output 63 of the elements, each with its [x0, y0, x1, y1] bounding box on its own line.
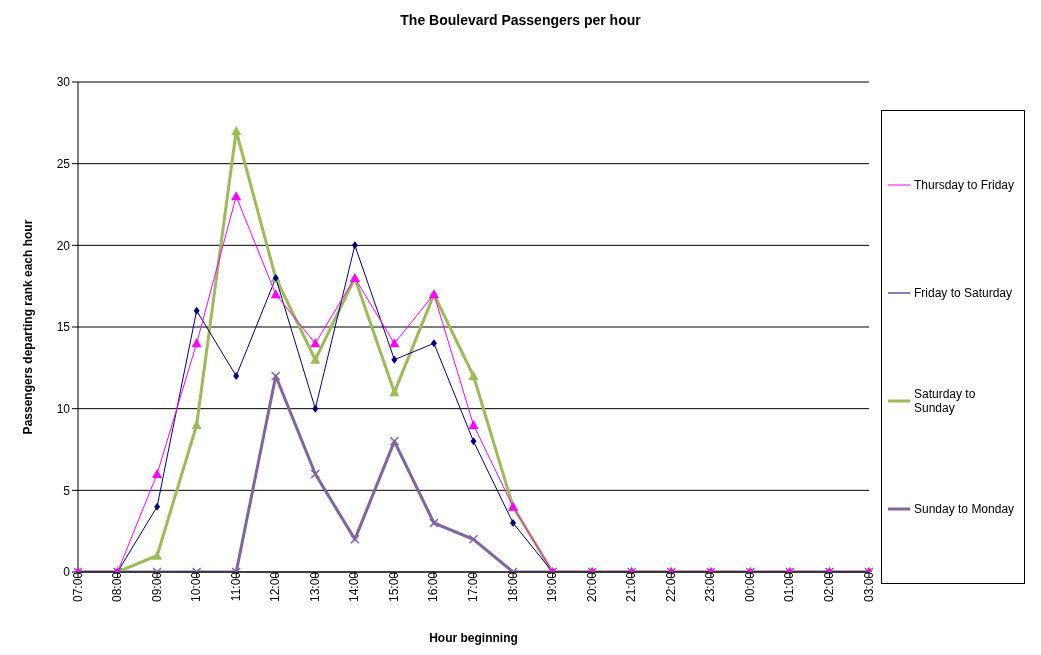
point: [310, 469, 321, 479]
point: [231, 126, 242, 135]
point: [470, 437, 477, 446]
point: [191, 338, 202, 348]
point: [389, 436, 400, 447]
y-tick-label: 5: [63, 483, 71, 498]
x-tick-label: 12:00: [268, 571, 283, 603]
legend-label: Sunday to Monday: [914, 502, 1015, 516]
point: [468, 420, 479, 429]
y-axis-title: Passengers departing rank each hour: [21, 219, 36, 435]
x-tick-label: 11:00: [228, 571, 243, 602]
y-tick-label: 10: [56, 401, 71, 416]
x-tick-label: 10:00: [189, 571, 204, 603]
x-tick-label: 01:00: [782, 571, 797, 603]
x-tick-label: 09:00: [149, 571, 164, 603]
x-tick-label: 22:00: [663, 571, 678, 603]
y-tick-label: 20: [56, 238, 71, 253]
chart-title: The Boulevard Passengers per hour: [399, 11, 642, 30]
x-tick-label: 23:00: [703, 571, 718, 603]
x-tick-label: 15:00: [386, 571, 401, 603]
x-tick-label: 16:00: [426, 571, 441, 603]
point: [389, 387, 400, 397]
x-tick-label: 20:00: [584, 571, 599, 603]
point: [510, 519, 517, 527]
y-tick-label: 15: [56, 320, 71, 335]
point: [193, 306, 200, 315]
point: [152, 469, 163, 478]
legend-label: Thursday to Friday: [914, 178, 1015, 192]
x-tick-label: 07:00: [70, 571, 85, 603]
point: [310, 354, 321, 364]
point: [271, 371, 281, 381]
point: [191, 420, 202, 429]
point: [351, 241, 358, 250]
x-tick-label: 14:00: [347, 571, 362, 603]
y-tick-label: 30: [56, 75, 71, 90]
x-tick-label: 17:00: [466, 571, 481, 603]
point: [312, 404, 319, 413]
point: [429, 518, 439, 528]
y-tick-label: 25: [56, 156, 71, 171]
point: [233, 372, 240, 380]
point: [468, 371, 479, 380]
x-tick-label: 08:00: [110, 571, 125, 603]
point: [152, 550, 163, 560]
point: [270, 289, 281, 299]
legend-label: Saturday to Sunday: [914, 387, 977, 415]
x-tick-label: 19:00: [545, 571, 560, 603]
point: [391, 355, 398, 364]
x-tick-label: 21:00: [624, 571, 639, 603]
point: [231, 191, 242, 201]
x-tick-label: 00:00: [742, 571, 757, 603]
x-tick-label: 03:00: [861, 571, 876, 603]
x-tick-label: 02:00: [821, 571, 836, 603]
legend-label: Friday to Saturday: [914, 286, 1013, 300]
point: [389, 338, 400, 348]
point: [350, 534, 360, 545]
point: [154, 502, 161, 511]
y-tick-label: 0: [63, 565, 71, 580]
point: [468, 534, 479, 545]
x-axis-title: Hour beginning: [429, 631, 518, 645]
point: [430, 339, 437, 348]
x-tick-label: 18:00: [505, 571, 520, 603]
x-tick-label: 13:00: [307, 571, 322, 603]
point: [310, 338, 321, 348]
